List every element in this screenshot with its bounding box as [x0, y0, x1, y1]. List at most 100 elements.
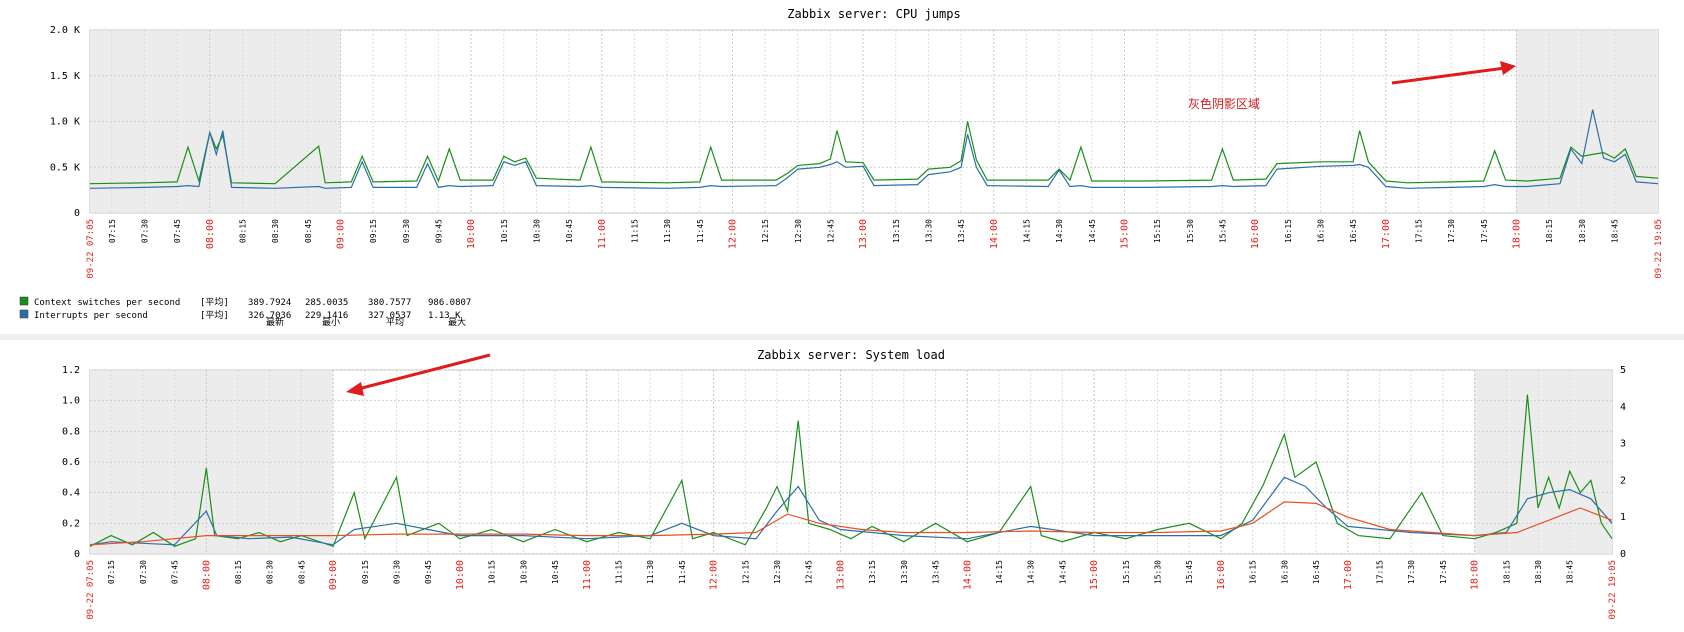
x-tick-label: 18:00	[1470, 560, 1481, 590]
x-tick-label: 13:30	[900, 560, 909, 584]
legend-stat: 285.0035	[305, 298, 348, 308]
y-tick-label: 2.0 K	[50, 25, 80, 36]
x-tick-label: 10:15	[500, 219, 509, 243]
x-tick-label: 07:15	[107, 560, 116, 584]
x-tick-label: 09:00	[328, 560, 339, 590]
series-line-1	[89, 121, 1659, 185]
arrow-line-top	[1391, 66, 1506, 85]
x-tick-label: 18:15	[1545, 219, 1554, 243]
x-tick-label: 15:45	[1185, 560, 1194, 584]
x-tick-label: 11:30	[646, 560, 655, 584]
arrow-line-bottom	[357, 353, 491, 391]
arrow-head-top	[1500, 61, 1516, 75]
charts-root: Zabbix server: CPU jumps 07:15 07:30 07:45 0…	[19, 7, 1664, 620]
x-tick-label: 17:15	[1375, 560, 1384, 584]
x-tick-label: 15:00	[1119, 219, 1130, 249]
x-tick-label: 09:30	[393, 560, 402, 584]
legend-series-func: [平均]	[200, 296, 229, 308]
x-tick-label: 18:45	[1566, 560, 1575, 584]
legend-header-max: 最大	[448, 316, 466, 328]
series-line-3	[89, 501, 1613, 546]
x-tick-label: 10:30	[532, 219, 541, 243]
panel-divider	[0, 334, 1684, 340]
y2-tick-label: 3	[1620, 439, 1626, 450]
y2-tick-label: 2	[1620, 475, 1626, 486]
y-tick-label: 0.4	[62, 488, 80, 499]
y-tick-label: 0.2	[62, 518, 80, 529]
legend-stat: 1.13 K	[428, 311, 461, 321]
x-tick-label: 13:15	[868, 560, 877, 584]
x-tick-label: 15:15	[1153, 219, 1162, 243]
x-tick-label: 08:15	[238, 219, 247, 243]
legend-header-min: 最小	[322, 317, 340, 328]
x-tick-label: 14:30	[1055, 219, 1064, 243]
x-tick-label: 18:15	[1502, 560, 1511, 584]
annotation-arrows	[346, 61, 1516, 396]
legend-series-func: [平均]	[200, 309, 229, 321]
x-tick-label: 07:15	[108, 219, 117, 243]
x-tick-label: 18:30	[1578, 219, 1587, 243]
x-tick-label: 12:30	[794, 219, 803, 243]
x-tick-label: 11:15	[614, 560, 623, 584]
x-tick-label: 15:15	[1122, 560, 1131, 584]
series-line-2	[89, 476, 1613, 546]
x-tick-label: 14:45	[1058, 560, 1067, 584]
x-tick-label: 10:15	[488, 560, 497, 584]
x-tick-label: 15:45	[1218, 219, 1227, 243]
x-tick-label: 16:15	[1249, 560, 1258, 584]
x-tick-label: 09:15	[361, 560, 370, 584]
x-tick-label: 17:00	[1343, 560, 1354, 590]
x-tick-label: 13:00	[835, 560, 846, 590]
x-tick-label: 13:45	[957, 219, 966, 243]
x-tick-label: 10:30	[519, 560, 528, 584]
x-tick-label: 10:45	[565, 219, 574, 243]
x-tick-label: 17:30	[1407, 560, 1416, 584]
x-tick-label: 16:45	[1349, 219, 1358, 243]
y-tick-label: 0	[74, 208, 80, 219]
x-tick-label: 07:45	[171, 560, 180, 584]
x-tick-label: 13:30	[924, 219, 933, 243]
y-tick-label: 0.8	[62, 426, 80, 437]
annotation-label: 灰色阴影区域	[1188, 97, 1260, 111]
legend-stat: 326.7036	[248, 311, 291, 321]
legend-header-avg: 平均	[386, 316, 404, 328]
x-tick-label: 16:45	[1312, 560, 1321, 584]
x-tick-label: 08:30	[271, 219, 280, 243]
legend: 最新 最小 平均 最大	[266, 316, 466, 328]
x-tick-label: 18:45	[1610, 219, 1619, 243]
arrow-head-bottom	[346, 382, 364, 396]
x-tick-label: 08:00	[205, 219, 216, 249]
x-tick-label: 11:15	[630, 219, 639, 243]
y-tick-label: 0.5 K	[50, 162, 80, 173]
x-tick-label: 10:45	[551, 560, 560, 584]
x-tick-label: 09:00	[335, 219, 346, 249]
x-tick-label: 11:00	[582, 560, 593, 590]
x-tick-label: 15:30	[1186, 219, 1195, 243]
y-tick-label: 0	[74, 549, 80, 560]
chart-title: Zabbix server: CPU jumps	[787, 7, 960, 21]
x-tick-label: 14:45	[1088, 219, 1097, 243]
x-tick-label: 07:30	[140, 219, 149, 243]
y2-tick-label: 5	[1620, 365, 1626, 376]
y-tick-label: 1.5 K	[50, 71, 80, 82]
y-tick-label: 1.0 K	[50, 117, 80, 128]
y2-tick-label: 0	[1620, 549, 1626, 560]
x-tick-label: 18:00	[1511, 219, 1522, 249]
x-tick-label: 12:00	[727, 219, 738, 249]
x-tick-label: 11:45	[696, 219, 705, 243]
y2-tick-label: 4	[1620, 402, 1626, 413]
x-tick-label: 11:00	[597, 219, 608, 249]
x-tick-label: 07:30	[139, 560, 148, 584]
x-tick-label: 17:45	[1480, 219, 1489, 243]
x-tick-label: 14:15	[995, 560, 1004, 584]
x-tick-label: 09:30	[402, 219, 411, 243]
x-tick-label: 11:30	[663, 219, 672, 243]
legend-series-name: Interrupts per second	[34, 311, 148, 321]
x-tick-label: 13:00	[858, 219, 869, 249]
x-tick-label: 16:00	[1250, 219, 1261, 249]
x-edge-label-end: 09-22 19:05	[1654, 219, 1664, 279]
x-tick-label: 14:00	[962, 560, 973, 590]
x-tick-label: 08:15	[234, 560, 243, 584]
x-tick-label: 16:15	[1284, 219, 1293, 243]
